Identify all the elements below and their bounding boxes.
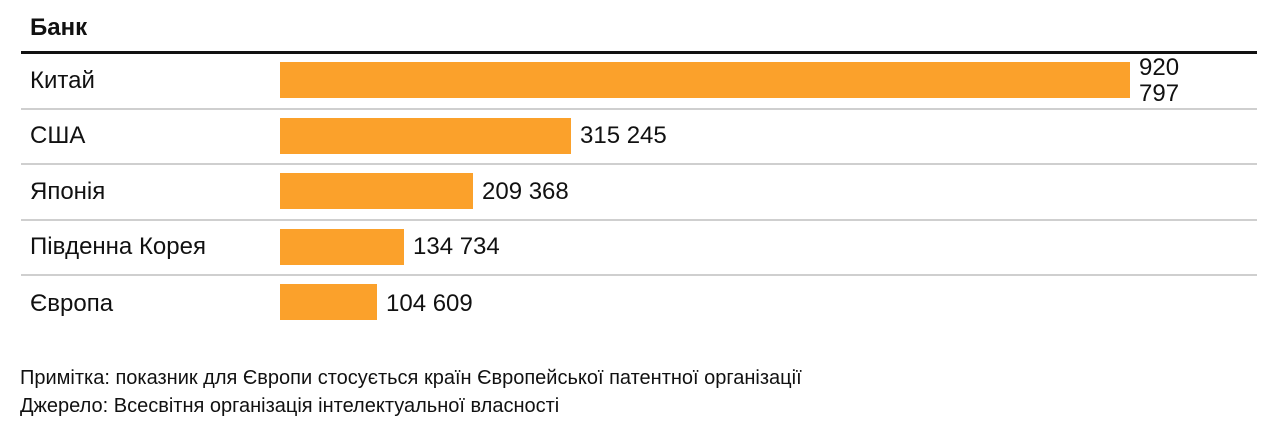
chart-row: Південна Корея 134 734	[21, 221, 1257, 276]
note-text: Примітка: показник для Європи стосується…	[20, 367, 802, 389]
bar	[280, 62, 1130, 98]
value-label: 315 245	[580, 122, 667, 150]
chart-row: Китай 920 797	[21, 54, 1257, 110]
bar	[280, 117, 571, 154]
chart-row: Європа 104 609	[21, 276, 1257, 332]
source-text: Джерело: Всесвітня організація інтелекту…	[20, 395, 560, 417]
header-rule	[21, 51, 1257, 54]
chart-title: Банк	[30, 14, 88, 41]
bar-chart: Китай 920 797 США 315 245 Японія 209 368 Півде…	[21, 54, 1257, 332]
chart-row: США 315 245	[21, 110, 1257, 165]
bar	[280, 228, 404, 265]
row-label: Європа	[30, 289, 114, 317]
value-label: 134 734	[413, 233, 500, 261]
value-label: 104 609	[386, 289, 473, 317]
row-label: Південна Корея	[30, 233, 206, 261]
row-label: Японія	[30, 177, 106, 205]
row-label: Китай	[30, 66, 95, 94]
chart-row: Японія 209 368	[21, 165, 1257, 221]
value-label: 920 797	[1139, 53, 1180, 107]
row-label: США	[30, 122, 86, 150]
bar	[280, 173, 473, 209]
chart-notes: Примітка: показник для Європи стосується…	[20, 364, 802, 420]
value-label: 209 368	[482, 177, 569, 205]
bar	[280, 284, 377, 320]
